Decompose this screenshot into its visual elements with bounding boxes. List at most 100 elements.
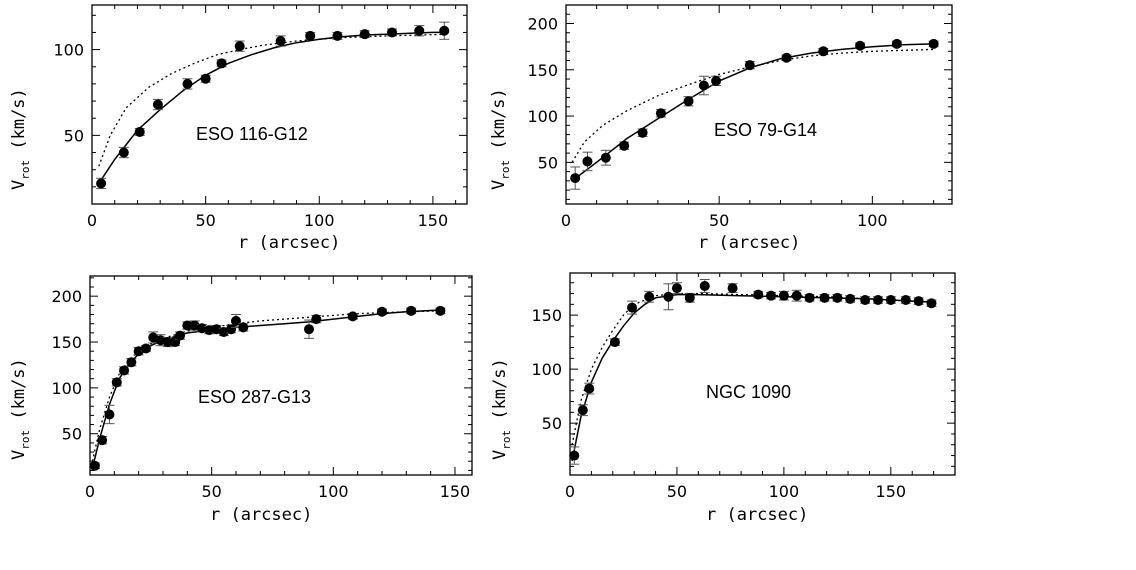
data-point — [873, 295, 883, 306]
data-point — [711, 75, 722, 86]
data-point — [609, 337, 620, 348]
model-solid — [571, 293, 934, 462]
axis-ticks: 0 50 100 150 50 100 150 — [531, 273, 956, 501]
data-point — [570, 173, 581, 184]
data-point — [683, 96, 694, 107]
y-axis-title-main: V — [9, 180, 29, 190]
x-tick-label: 150 — [418, 211, 449, 230]
data-point — [175, 330, 186, 341]
y-axis-title-sub: rot — [500, 430, 513, 450]
data-point — [577, 405, 588, 416]
x-tick-label: 100 — [318, 482, 349, 501]
y-axis-title-sub: rot — [499, 160, 512, 180]
data-points — [96, 21, 450, 190]
data-point — [104, 409, 115, 420]
data-point — [152, 99, 163, 110]
model-curves — [571, 292, 934, 462]
y-axis-title-main: V — [490, 450, 510, 460]
y-tick-label: 50 — [64, 126, 84, 145]
data-point — [119, 365, 130, 376]
data-point — [913, 296, 924, 307]
data-point — [584, 383, 595, 394]
data-point — [234, 41, 245, 52]
panel-title: NGC 1090 — [706, 382, 791, 402]
model-curves — [98, 31, 449, 184]
x-axis-title: r (arcsec) — [210, 505, 312, 525]
data-point — [804, 292, 815, 303]
y-axis-title-main: V — [9, 450, 29, 460]
y-axis-title-sub: rot — [19, 430, 32, 450]
data-point — [406, 305, 417, 316]
data-point — [791, 290, 802, 301]
data-point — [855, 40, 866, 51]
data-point — [182, 320, 193, 331]
data-point — [766, 290, 777, 301]
data-points — [570, 38, 939, 190]
panel-title: ESO 116-G12 — [196, 124, 308, 144]
data-point — [376, 306, 387, 317]
x-tick-label: 100 — [857, 211, 888, 230]
data-point — [134, 126, 145, 137]
data-point — [111, 377, 122, 388]
x-tick-label: 150 — [876, 482, 907, 501]
data-point — [627, 302, 638, 313]
data-point — [644, 291, 655, 302]
data-point — [303, 324, 314, 335]
data-point — [140, 343, 151, 354]
data-point — [860, 295, 871, 306]
axis-ticks: 0 50 100 50 100 150 200 — [527, 4, 952, 230]
data-point — [845, 293, 856, 304]
x-tick-label: 0 — [85, 482, 95, 501]
data-point — [89, 460, 100, 471]
data-point — [699, 280, 710, 291]
data-point — [753, 289, 764, 300]
model-dotted — [91, 310, 443, 462]
y-axis-title: Vrot (km/s) — [489, 88, 512, 190]
x-tick-label: 50 — [201, 482, 221, 501]
data-point — [684, 292, 695, 303]
data-point — [226, 324, 237, 335]
x-tick-label: 100 — [769, 482, 800, 501]
data-point — [663, 291, 674, 302]
data-point — [275, 36, 286, 47]
data-point — [439, 25, 450, 36]
data-point — [359, 29, 370, 40]
data-point — [118, 147, 129, 158]
x-tick-label: 0 — [561, 211, 571, 230]
x-tick-label: 50 — [195, 211, 215, 230]
data-point — [928, 38, 939, 49]
data-point — [582, 156, 593, 167]
y-tick-label: 50 — [62, 425, 82, 444]
data-point — [655, 108, 666, 119]
panel-eso-287-g13: 0 50 100 150 50 100 150 200 ESO 287-G13 r (arcs… — [9, 275, 473, 525]
data-point — [414, 25, 425, 36]
x-axis-title: r (arcsec) — [238, 233, 340, 253]
data-point — [305, 30, 316, 41]
data-point — [347, 311, 358, 322]
data-point — [619, 140, 630, 151]
data-point — [832, 292, 843, 303]
y-tick-label: 50 — [538, 153, 558, 172]
x-tick-label: 100 — [304, 211, 335, 230]
data-point — [435, 305, 446, 316]
data-point — [926, 298, 937, 309]
y-tick-label: 50 — [542, 414, 562, 433]
data-point — [126, 357, 137, 368]
data-point — [727, 283, 738, 294]
y-axis-title-unit: (km/s) — [9, 358, 29, 430]
data-point — [387, 27, 397, 38]
data-points — [89, 305, 446, 471]
y-axis-title-unit: (km/s) — [489, 88, 509, 160]
plot-frame — [91, 4, 468, 205]
panel-eso-116-g12: 0 50 100 150 50 100 ESO 116-G12 r (arcsec) Vr… — [9, 4, 468, 253]
y-tick-label: 100 — [527, 107, 558, 126]
panel-ngc-1090: 0 50 100 150 50 100 150 NGC 1090 r (arcsec) Vr… — [490, 272, 956, 525]
panel-title: ESO 79-G14 — [714, 120, 817, 140]
data-point — [818, 46, 829, 57]
y-tick-label: 100 — [53, 41, 84, 60]
data-point — [569, 450, 580, 461]
data-point — [600, 152, 611, 163]
data-point — [311, 314, 322, 325]
